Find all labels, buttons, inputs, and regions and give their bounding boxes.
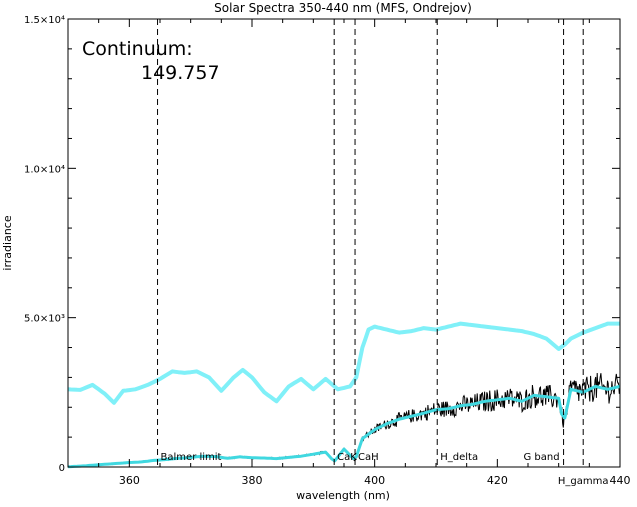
x-tick-label-4: 440 (610, 474, 631, 487)
markers-layer: Balmer limit CaK CaH H_delta G band H_gamma (157, 19, 609, 487)
continuum-label: Continuum: (82, 38, 193, 60)
chart-title: Solar Spectra 350-440 nm (MFS, Ondrejov) (214, 1, 472, 15)
x-tick-label-1: 380 (242, 474, 263, 487)
axes-layer: 360 380 400 420 440 0 5.0×10³ 1.0×10⁴ 1.5×10⁴ (24, 15, 631, 487)
marker-label-3: H_delta (440, 452, 478, 463)
marker-label-1: CaK (337, 452, 357, 463)
y-tick-label-0: 0 (59, 463, 65, 474)
series-layer (67, 321, 621, 469)
continuum-value: 149.757 (141, 62, 220, 84)
y-tick-label-1: 5.0×10³ (24, 314, 65, 325)
y-tick-label-2: 1.0×10⁴ (24, 164, 65, 175)
marker-label-2: CaH (358, 452, 379, 463)
series-0-thick-line (67, 321, 620, 405)
y-axis-label: irradiance (1, 215, 14, 270)
marker-label-0: Balmer limit (161, 452, 222, 463)
marker-label-5: H_gamma (558, 476, 609, 487)
x-tick-label-3: 420 (487, 474, 508, 487)
series-2-smoothed-line (67, 384, 621, 469)
x-axis-label: wavelength (nm) (296, 489, 390, 502)
marker-label-4: G band (523, 452, 559, 463)
x-tick-label-2: 400 (364, 474, 385, 487)
y-tick-label-3: 1.5×10⁴ (24, 15, 65, 26)
x-tick-label-0: 360 (119, 474, 140, 487)
